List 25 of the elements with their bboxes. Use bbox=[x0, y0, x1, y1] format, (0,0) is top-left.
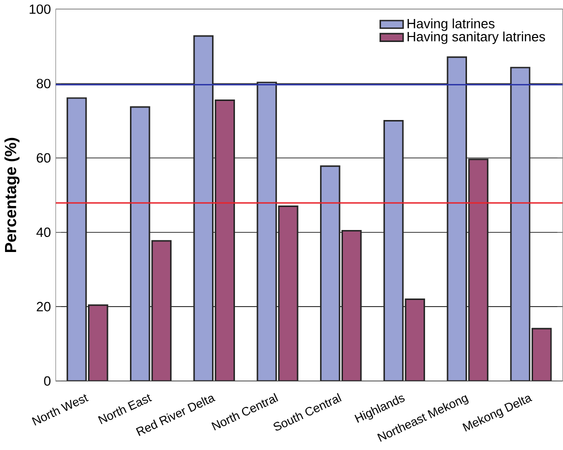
bar bbox=[257, 82, 276, 381]
legend-label: Having sanitary latrines bbox=[408, 31, 546, 44]
bar bbox=[215, 100, 234, 381]
bar bbox=[320, 166, 340, 381]
y-tick-label: 60 bbox=[36, 153, 50, 162]
bar bbox=[278, 206, 298, 381]
bar bbox=[468, 159, 488, 381]
x-tick-label: North West bbox=[32, 394, 89, 426]
bar bbox=[194, 36, 213, 381]
x-tick-label: North East bbox=[98, 394, 152, 424]
y-tick-label: 0 bbox=[44, 376, 50, 386]
y-tick-label: 100 bbox=[30, 4, 50, 14]
y-tick-label: 80 bbox=[36, 78, 50, 88]
bar bbox=[532, 328, 552, 381]
bar bbox=[510, 66, 530, 381]
bar bbox=[448, 56, 466, 381]
bar bbox=[130, 106, 150, 381]
y-tick-label: 20 bbox=[36, 302, 50, 312]
bar bbox=[67, 98, 86, 381]
y-axis-title: Percentage (%) bbox=[4, 138, 20, 252]
legend-label: Having latrines bbox=[408, 18, 494, 31]
y-tick-label: 40 bbox=[36, 227, 50, 237]
bar bbox=[152, 240, 171, 381]
bar bbox=[384, 120, 403, 381]
bar bbox=[342, 230, 361, 381]
